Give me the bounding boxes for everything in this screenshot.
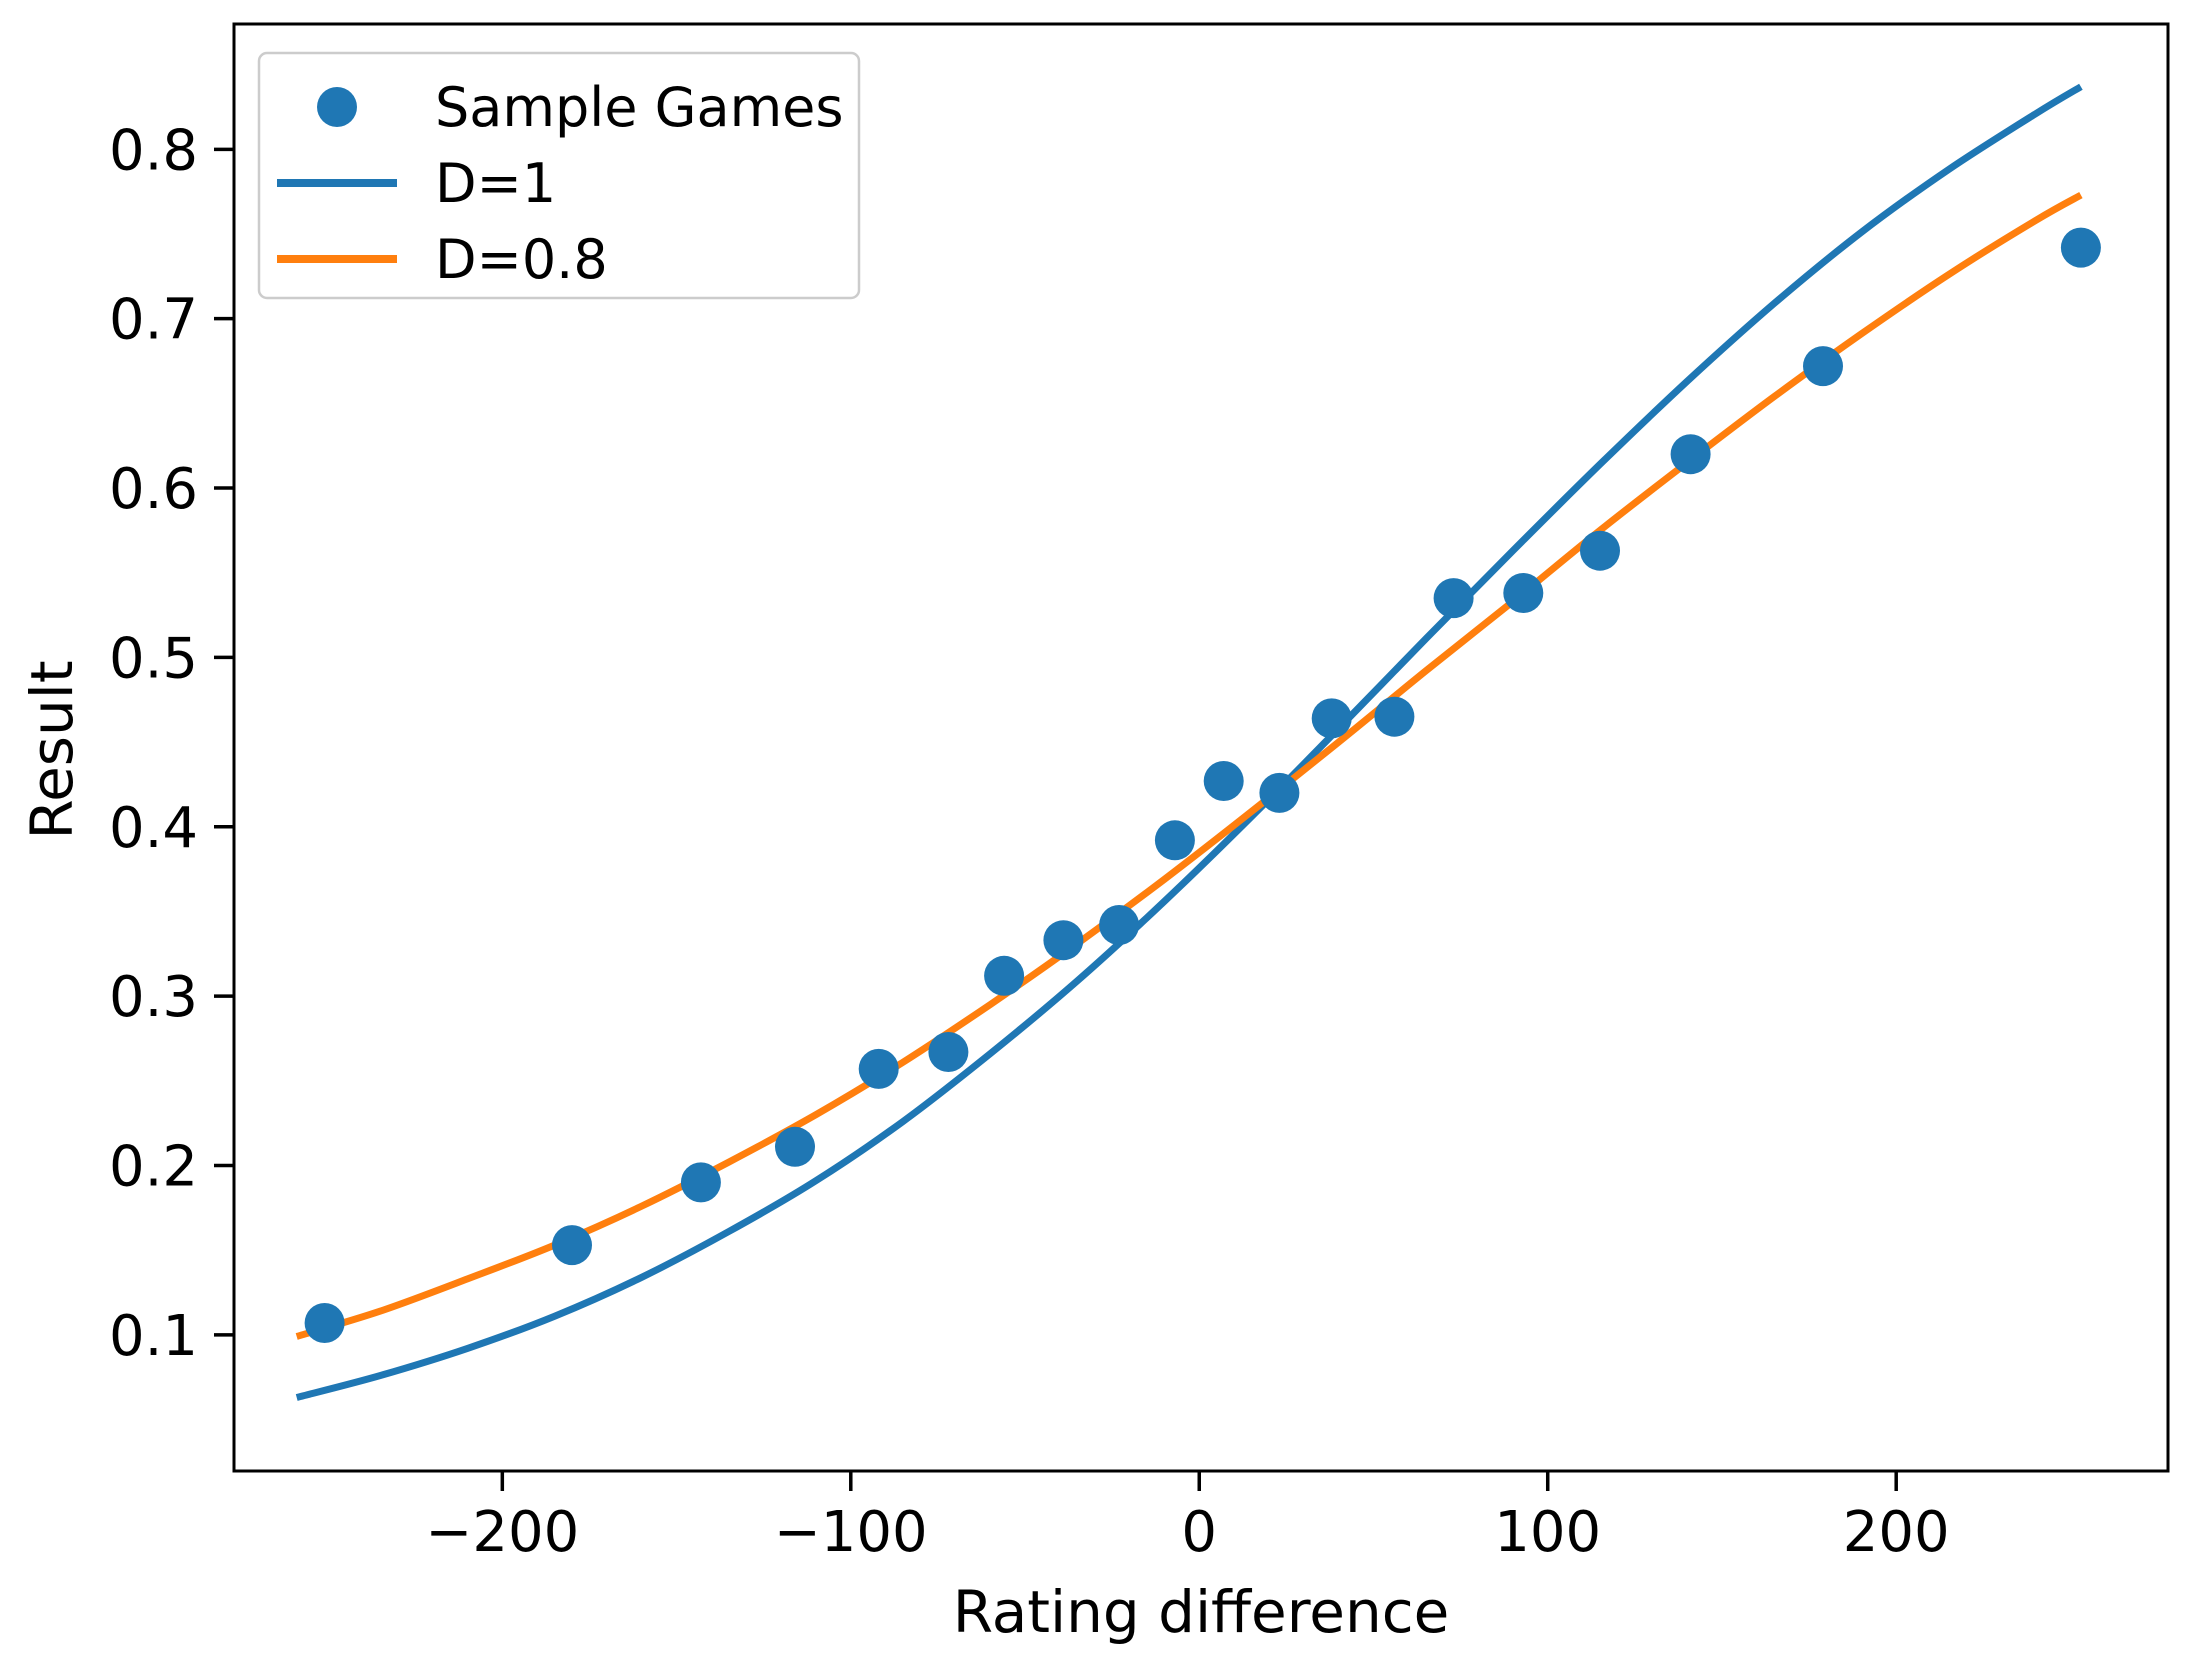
scatter-point xyxy=(1374,696,1415,737)
curve-d-1 xyxy=(295,83,2083,1401)
y-tick-label: 0.4 xyxy=(109,796,198,861)
y-tick-label: 0.7 xyxy=(109,288,198,353)
y-axis-label: Result xyxy=(18,660,86,839)
scatter-point xyxy=(1154,820,1195,861)
x-tick-label: 0 xyxy=(1181,1500,1217,1565)
scatter-point xyxy=(1259,772,1300,813)
x-tick-label: −100 xyxy=(774,1500,928,1565)
legend-marker-dot xyxy=(317,87,357,127)
scatter-point xyxy=(1670,434,1711,475)
y-tick-label: 0.6 xyxy=(109,457,198,522)
scatter-layer xyxy=(304,227,2101,1343)
scatter-point xyxy=(984,955,1025,996)
scatter-point xyxy=(1043,920,1084,961)
scatter-point xyxy=(928,1032,969,1072)
scatter-point xyxy=(1203,761,1244,801)
legend-item: D=1 xyxy=(277,152,556,215)
x-tick-label: 200 xyxy=(1843,1500,1950,1565)
scatter-point xyxy=(775,1126,815,1167)
y-tick-label: 0.8 xyxy=(109,118,198,183)
y-axis-ticks: 0.1 0.2 0.3 0.4 0.5 0.6 0.7 0.8 xyxy=(109,118,234,1369)
scatter-point xyxy=(304,1303,345,1343)
legend-item: D=0.8 xyxy=(277,228,608,291)
scatter-point xyxy=(858,1048,899,1089)
scatter-point xyxy=(1803,346,1843,387)
x-tick-label: 100 xyxy=(1494,1500,1601,1565)
scatter-point xyxy=(1433,578,1474,619)
legend-items: Sample Games D=1 D=0.8 xyxy=(277,76,844,291)
scatter-point xyxy=(552,1225,592,1266)
y-tick-label: 0.3 xyxy=(109,965,198,1030)
scatter-point xyxy=(1580,530,1620,571)
legend: Sample Games D=1 D=0.8 xyxy=(257,51,861,300)
y-tick-label: 0.5 xyxy=(109,626,198,691)
legend-box xyxy=(257,51,861,300)
x-axis-ticks: −200 −100 0 100 200 xyxy=(425,1471,1950,1565)
scatter-point xyxy=(1503,573,1544,613)
x-axis-label: Rating difference xyxy=(953,1578,1450,1646)
scatter-point xyxy=(2060,227,2101,268)
scatter-point xyxy=(1099,905,1140,945)
legend-item: Sample Games xyxy=(317,76,844,139)
legend-item-label: D=0.8 xyxy=(435,228,608,291)
legend-item-label: D=1 xyxy=(435,152,556,215)
scatter-point xyxy=(680,1162,721,1203)
legend-item-label: Sample Games xyxy=(435,76,844,139)
y-tick-label: 0.1 xyxy=(109,1304,198,1369)
x-tick-label: −200 xyxy=(425,1500,579,1565)
scatter-point xyxy=(1311,698,1352,739)
y-tick-label: 0.2 xyxy=(109,1134,198,1199)
